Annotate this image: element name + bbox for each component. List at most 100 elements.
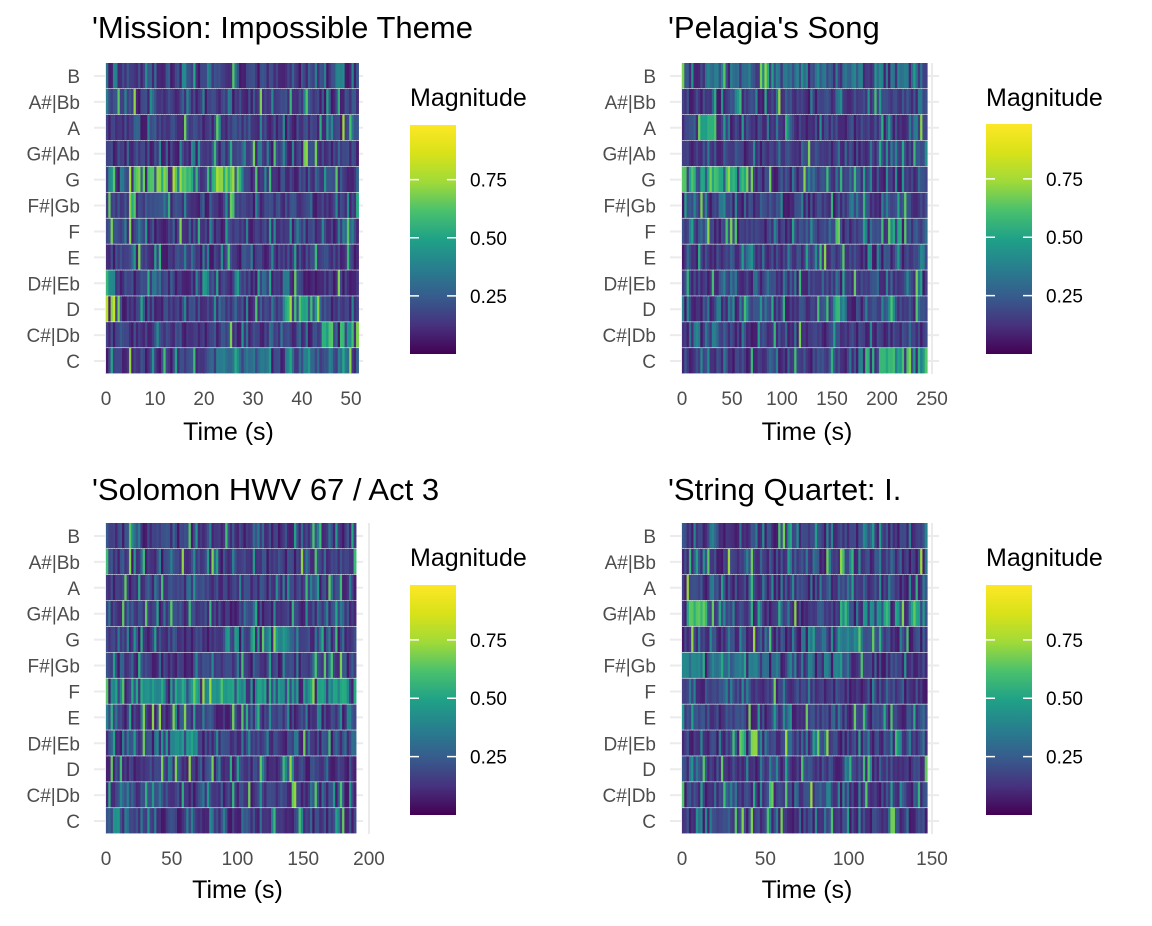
heatmap-cell xyxy=(925,348,928,373)
heatmap-cell xyxy=(356,89,359,114)
legend-tick-label: 0.75 xyxy=(470,171,507,192)
chart-title: 'Mission: Impossible Theme xyxy=(92,10,473,45)
heatmap-cell xyxy=(925,756,928,781)
x-tick-label: 0 xyxy=(101,849,112,870)
heatmap-cell xyxy=(925,193,928,218)
heatmap-cell xyxy=(925,63,928,88)
y-tick-label: F#|Gb xyxy=(28,197,80,218)
x-tick-label: 0 xyxy=(101,389,112,410)
y-tick-label: C#|Db xyxy=(26,326,80,347)
heatmap-cell xyxy=(354,549,357,574)
x-tick-label: 40 xyxy=(291,389,312,410)
heatmap-cell xyxy=(356,244,359,269)
x-tick-label: 150 xyxy=(287,849,319,870)
chart-title: 'Pelagia's Song xyxy=(668,10,880,45)
heatmap-cell xyxy=(925,296,928,321)
heatmap-cell xyxy=(354,756,357,781)
y-tick-label: G xyxy=(641,171,656,192)
y-tick-label: D xyxy=(642,300,656,321)
y-tick-label: E xyxy=(67,248,80,269)
heatmap-cell xyxy=(925,115,928,140)
heatmap-cell xyxy=(354,704,357,729)
y-tick-label: C xyxy=(66,352,80,373)
legend-tick-label: 0.75 xyxy=(1046,170,1083,191)
heatmap-cell xyxy=(354,601,357,626)
legend-tick-label: 0.50 xyxy=(470,229,507,250)
y-tick-label: F#|Gb xyxy=(604,197,656,218)
y-tick-label: B xyxy=(67,67,80,88)
heatmap-cell xyxy=(354,627,357,652)
heatmap-cell xyxy=(354,730,357,755)
y-tick-label: C xyxy=(66,812,80,833)
x-tick-label: 20 xyxy=(193,389,214,410)
legend-tick-label: 0.50 xyxy=(1046,228,1083,249)
y-tick-label: G#|Ab xyxy=(602,145,656,166)
colorbar xyxy=(410,585,456,815)
y-tick-label: A xyxy=(67,119,80,140)
heatmap-cell xyxy=(925,730,928,755)
y-tick-label: D xyxy=(66,300,80,321)
y-tick-label: G#|Ab xyxy=(26,145,80,166)
y-tick-label: F xyxy=(68,682,80,703)
y-tick-label: C#|Db xyxy=(602,326,656,347)
y-tick-label: D#|Eb xyxy=(28,274,80,295)
heatmap-cell xyxy=(356,167,359,192)
y-tick-label: G xyxy=(65,631,80,652)
heatmap-cells xyxy=(682,523,928,833)
heatmap-cell xyxy=(925,89,928,114)
legend-tick-label: 0.25 xyxy=(470,748,507,769)
heatmap-cell xyxy=(354,575,357,600)
x-tick-labels: 0 50 100 150 200 xyxy=(101,849,385,870)
legend-tick-label: 0.50 xyxy=(470,689,507,710)
y-tick-label: D#|Eb xyxy=(28,734,80,755)
heatmap-cell xyxy=(925,653,928,678)
heatmap-cell xyxy=(356,219,359,244)
legend-title: Magnitude xyxy=(410,84,527,112)
heatmap-cell xyxy=(925,270,928,295)
y-tick-label: A xyxy=(643,119,656,140)
y-tick-label: E xyxy=(67,708,80,729)
heatmap-cell xyxy=(925,141,928,166)
x-tick-label: 50 xyxy=(721,389,742,410)
heatmap-cells xyxy=(106,63,359,373)
heatmap-cell xyxy=(356,193,359,218)
y-tick-label: A#|Bb xyxy=(29,93,80,114)
heatmap-cell xyxy=(356,322,359,347)
x-tick-label: 100 xyxy=(766,389,798,410)
y-tick-label: F#|Gb xyxy=(28,657,80,678)
chart-title: 'Solomon HWV 67 / Act 3 xyxy=(92,472,439,507)
y-tick-label: B xyxy=(67,527,80,548)
colorbar xyxy=(986,124,1032,354)
heatmap-cells xyxy=(106,523,356,833)
x-tick-label: 50 xyxy=(161,849,182,870)
x-tick-label: 10 xyxy=(144,389,165,410)
legend-tick-label: 0.25 xyxy=(1046,287,1083,308)
legend-tick-label: 0.75 xyxy=(470,631,507,652)
heatmap-cell xyxy=(354,782,357,807)
legend-title: Magnitude xyxy=(410,544,527,572)
x-tick-label: 200 xyxy=(353,849,385,870)
x-tick-label: 0 xyxy=(677,389,688,410)
y-tick-label: G#|Ab xyxy=(26,605,80,626)
heatmap-cell xyxy=(354,523,357,548)
y-tick-label: A#|Bb xyxy=(605,93,656,114)
x-axis-label: Time (s) xyxy=(762,418,853,446)
y-tick-label: D xyxy=(66,760,80,781)
x-tick-label: 150 xyxy=(816,389,848,410)
x-axis-label: Time (s) xyxy=(183,418,274,446)
y-tick-label: A xyxy=(67,579,80,600)
x-tick-label: 100 xyxy=(222,849,254,870)
heatmap-cell xyxy=(925,627,928,652)
x-tick-label: 30 xyxy=(242,389,263,410)
